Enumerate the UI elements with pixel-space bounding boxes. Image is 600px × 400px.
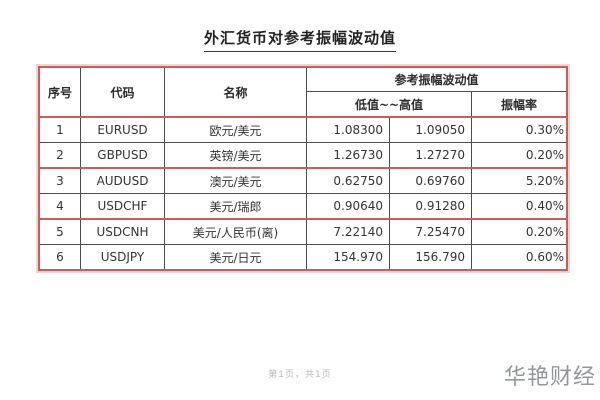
cell-code: EURUSD: [80, 118, 164, 142]
cell-name: 英镑/美元: [164, 143, 306, 167]
cell-code: AUDUSD: [80, 169, 164, 193]
header-cell-range: 低值~~高值: [306, 92, 471, 116]
cell-low: 0.90640: [306, 194, 389, 218]
header-cell-group: 参考振幅波动值: [306, 68, 566, 92]
table-row: 2 GBPUSD 英镑/美元 1.26730 1.27270 0.20%: [40, 143, 566, 169]
cell-code: GBPUSD: [80, 143, 164, 167]
watermark: 华艳财经: [503, 365, 596, 390]
cell-index: 6: [56, 250, 64, 264]
cell-rate: 0.30%: [471, 118, 566, 142]
cell-code: USDJPY: [80, 245, 164, 269]
cell-high: 0.91280: [389, 194, 471, 218]
title-container: 外汇货币对参考振幅波动值: [0, 27, 600, 52]
cell-index: 2: [56, 148, 64, 162]
cell-low: 1.08300: [306, 118, 389, 142]
cell-name: 欧元/美元: [164, 118, 306, 142]
cell-name: 澳元/美元: [164, 169, 306, 193]
cell-index: 4: [56, 199, 64, 213]
cell-rate: 5.20%: [471, 169, 566, 193]
cell-code: USDCHF: [80, 194, 164, 218]
page-title: 外汇货币对参考振幅波动值: [203, 27, 396, 52]
cell-name: 美元/瑞郎: [164, 194, 306, 218]
table-row: 3 AUDUSD 澳元/美元 0.62750 0.69760 5.20%: [40, 169, 566, 194]
cell-rate: 0.20%: [471, 220, 566, 244]
cell-low: 7.22140: [306, 220, 389, 244]
cell-high: 0.69760: [389, 169, 471, 193]
table-header: 序号 代码 名称 参考振幅波动值 低值~~高值 振幅率: [40, 68, 566, 118]
cell-code: USDCNH: [80, 220, 164, 244]
header-cell-code: 代码: [80, 68, 164, 116]
table-row: 6 USDJPY 美元/日元 154.970 156.790 0.60%: [40, 245, 566, 269]
cell-index: 5: [56, 225, 64, 239]
cell-high: 156.790: [389, 245, 471, 269]
cell-low: 0.62750: [306, 169, 389, 193]
table-row: 5 USDCNH 美元/人民币(离) 7.22140 7.25470 0.20%: [40, 220, 566, 245]
cell-high: 1.09050: [389, 118, 471, 142]
cell-index: 1: [56, 123, 64, 137]
cell-rate: 0.40%: [471, 194, 566, 218]
table-row: 4 USDCHF 美元/瑞郎 0.90640 0.91280 0.40%: [40, 194, 566, 220]
header-cell-index: 序号: [47, 85, 72, 100]
cell-name: 美元/日元: [164, 245, 306, 269]
cell-low: 154.970: [306, 245, 389, 269]
cell-low: 1.26730: [306, 143, 389, 167]
cell-rate: 0.20%: [471, 143, 566, 167]
cell-high: 1.27270: [389, 143, 471, 167]
header-cell-name: 名称: [164, 68, 306, 116]
page-indicator: 第1页，共1页: [268, 370, 332, 380]
cell-rate: 0.60%: [471, 245, 566, 269]
cell-index: 3: [56, 174, 64, 188]
fx-rates-table: 序号 代码 名称 参考振幅波动值 低值~~高值 振幅率 1 EURUSD 欧元/…: [38, 66, 568, 271]
cell-name: 美元/人民币(离): [164, 220, 306, 244]
table-row: 1 EURUSD 欧元/美元 1.08300 1.09050 0.30%: [40, 118, 566, 143]
cell-high: 7.25470: [389, 220, 471, 244]
header-cell-rate: 振幅率: [471, 92, 566, 116]
